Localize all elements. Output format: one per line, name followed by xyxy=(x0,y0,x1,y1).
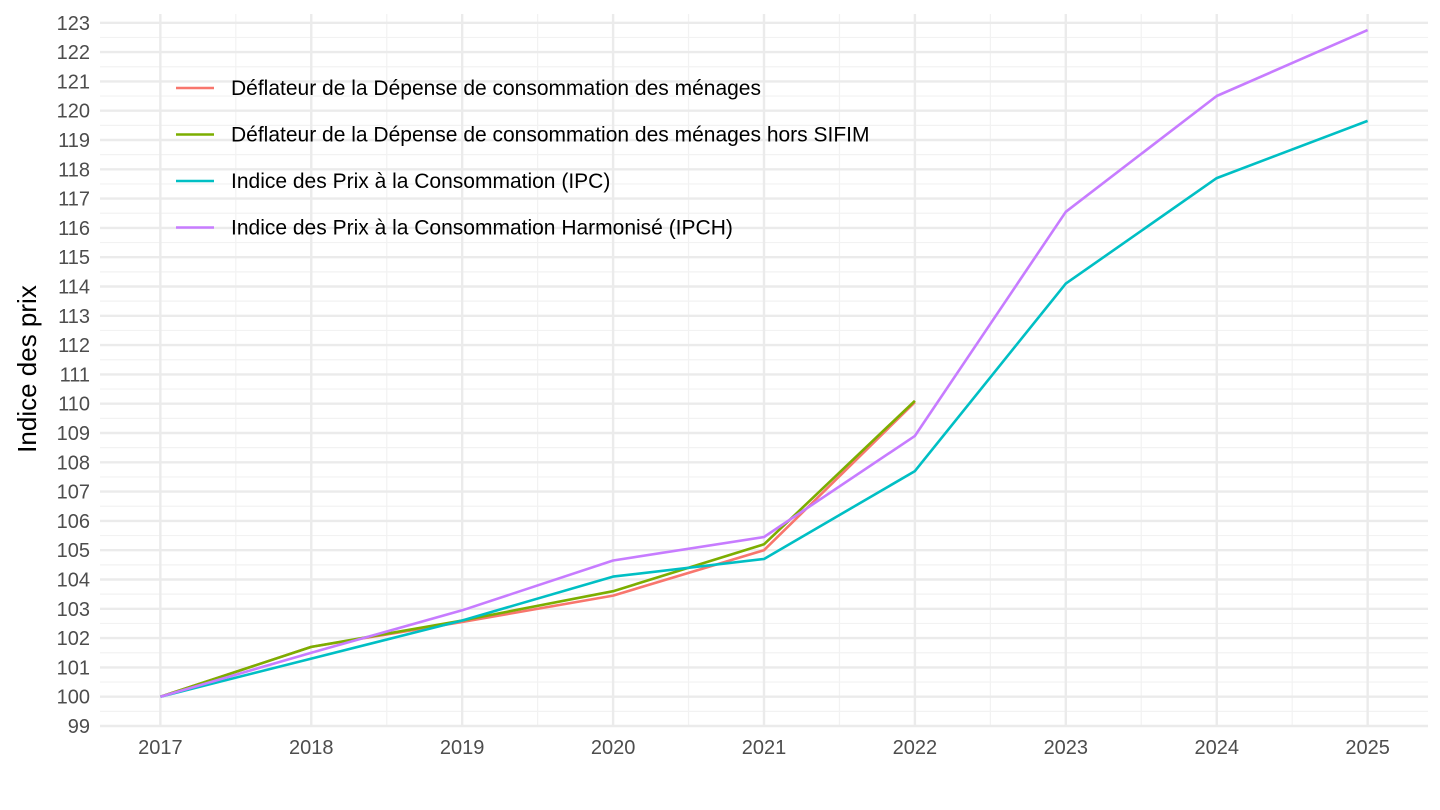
y-tick-label: 114 xyxy=(58,276,90,298)
y-tick-label: 105 xyxy=(57,540,90,562)
y-tick-label: 102 xyxy=(57,628,90,650)
x-tick-label: 2024 xyxy=(1194,737,1239,759)
legend-label-3: Indice des Prix à la Consommation (IPC) xyxy=(231,170,610,193)
y-tick-label: 112 xyxy=(58,335,90,357)
y-tick-label: 108 xyxy=(57,452,90,474)
y-tick-label: 122 xyxy=(57,42,90,64)
x-tick-label: 2019 xyxy=(440,737,485,759)
y-tick-label: 115 xyxy=(58,247,90,269)
legend-label-4: Indice des Prix à la Consommation Harmon… xyxy=(231,217,733,240)
y-tick-label: 118 xyxy=(58,159,90,181)
x-tick-label: 2020 xyxy=(591,737,636,759)
x-tick-label: 2018 xyxy=(289,737,334,759)
y-tick-label: 104 xyxy=(57,569,90,591)
y-tick-label: 109 xyxy=(57,423,90,445)
y-tick-label: 113 xyxy=(58,306,90,328)
y-tick-label: 99 xyxy=(68,716,90,738)
y-tick-label: 110 xyxy=(58,394,90,416)
y-tick-label: 120 xyxy=(57,101,90,123)
series-line-3 xyxy=(160,119,1369,698)
legend-label-1: Déflateur de la Dépense de consommation … xyxy=(231,77,761,100)
y-tick-label: 111 xyxy=(60,364,90,386)
y-tick-label: 117 xyxy=(58,189,90,211)
y-tick-label: 121 xyxy=(57,71,90,93)
y-tick-label: 123 xyxy=(57,13,90,35)
y-tick-label: 119 xyxy=(58,130,90,152)
major-gridlines xyxy=(100,14,1428,728)
x-axis-tick-labels: 2017 2018 2019 2020 2021 2022 2023 2024 2025 xyxy=(138,737,1390,759)
y-axis-tick-labels: 99 100 101 102 103 104 105 106 107 108 109 110 111 11… xyxy=(57,13,90,738)
y-tick-label: 106 xyxy=(57,511,90,533)
y-axis-title: Indice des prix xyxy=(12,285,42,453)
y-tick-label: 103 xyxy=(57,599,90,621)
x-tick-label: 2025 xyxy=(1345,737,1390,759)
y-tick-label: 107 xyxy=(57,482,90,504)
y-tick-label: 100 xyxy=(57,687,90,709)
x-tick-label: 2017 xyxy=(138,737,183,759)
y-tick-label: 101 xyxy=(57,657,90,679)
x-tick-label: 2023 xyxy=(1044,737,1089,759)
legend: Déflateur de la Dépense de consommation … xyxy=(176,77,870,240)
x-tick-label: 2021 xyxy=(742,737,787,759)
series-line-4 xyxy=(160,28,1369,698)
x-tick-label: 2022 xyxy=(893,737,938,759)
y-tick-label: 116 xyxy=(58,218,90,240)
series-lines xyxy=(159,28,1369,698)
legend-label-2: Déflateur de la Dépense de consommation … xyxy=(231,124,870,147)
